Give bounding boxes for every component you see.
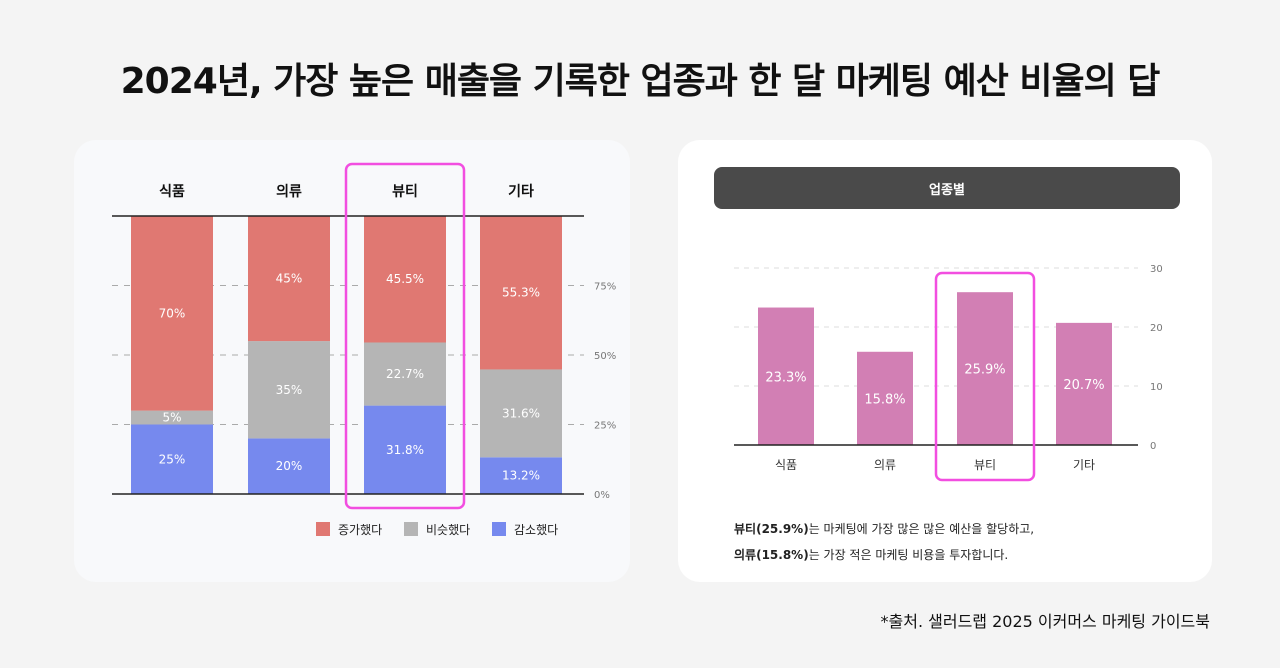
stacked-segment-label: 25% [159, 452, 186, 466]
stacked-tick-label: 50% [594, 351, 616, 362]
stacked-segment-label: 35% [276, 383, 303, 397]
legend-swatch [316, 522, 330, 536]
stacked-segment-label: 45% [276, 272, 303, 286]
budget-bar [1056, 322, 1112, 445]
stacked-bar-segment [364, 405, 446, 494]
stacked-bar-segment [131, 216, 213, 411]
budget-category-label: 기타 [1073, 458, 1095, 472]
stacked-highlight-box [344, 162, 466, 510]
stacked-tick-label: 0% [594, 490, 610, 501]
panel-header: 업종별 [714, 167, 1180, 209]
stacked-segment-label: 55.3% [502, 286, 540, 300]
legend-label: 증가했다 [338, 523, 382, 537]
legend-label: 비슷했다 [426, 523, 470, 537]
stacked-category-label: 식품 [159, 184, 185, 200]
budget-bar-label: 15.8% [864, 392, 905, 407]
budget-bar-chart: 0 10 20 30 23.3% 식품 15.8% 의류 25.9% 뷰티 20.7% 기타 [734, 264, 1163, 482]
stacked-bar-segment [248, 438, 330, 494]
note-line-1-bold: 뷰티(25.9%) [734, 522, 809, 536]
budget-tick-label: 10 [1150, 382, 1163, 393]
stacked-category-label: 기타 [508, 184, 534, 200]
stacked-bar-segment [364, 216, 446, 343]
legend-swatch [492, 522, 506, 536]
budget-tick-label: 30 [1150, 264, 1163, 275]
stacked-category-label: 의류 [276, 183, 302, 200]
note-line-2: 의류(15.8%)는 가장 적은 마케팅 비용을 투자합니다. [734, 546, 1174, 563]
stacked-bar-chart: 0% 25% 50% 75% 25% 5% 70% 식품 20% 35% 45% 의류 31.8% 22.… [112, 162, 616, 537]
stacked-segment-label: 31.6% [502, 406, 540, 420]
stacked-segment-label: 31.8% [386, 443, 424, 457]
note-line-1-rest: 는 마케팅에 가장 많은 많은 예산을 할당하고, [808, 522, 1035, 536]
stacked-segment-label: 22.7% [386, 367, 424, 381]
stacked-segment-label: 20% [276, 459, 303, 473]
budget-highlight-box [934, 271, 1036, 482]
budget-category-label: 의류 [874, 458, 896, 472]
stacked-segment-label: 5% [162, 411, 181, 425]
page-title: 2024년, 가장 높은 매출을 기록한 업종과 한 달 마케팅 예산 비율의 … [120, 61, 1161, 102]
budget-category-label: 뷰티 [974, 458, 996, 472]
legend-label: 감소했다 [514, 523, 558, 537]
stacked-segment-label: 45.5% [386, 272, 424, 286]
budget-bar [857, 351, 913, 445]
stacked-bar-segment [480, 215, 562, 370]
note-line-1: 뷰티(25.9%)는 마케팅에 가장 많은 많은 예산을 할당하고, [734, 520, 1174, 537]
stacked-bar-segment [131, 410, 213, 425]
budget-bar [758, 307, 814, 445]
stacked-segment-label: 70% [159, 306, 186, 320]
stacked-tick-label: 75% [594, 282, 616, 293]
budget-tick-label: 0 [1150, 441, 1156, 452]
budget-chart-card: 업종별 0 10 20 30 23.3% 식품 15.8% 의류 25.9% 뷰티 20.7% 기타 … [678, 140, 1212, 582]
note-line-2-rest: 는 가장 적은 마케팅 비용을 투자합니다. [808, 548, 1009, 562]
budget-bar-label: 23.3% [765, 370, 806, 385]
stacked-chart-card: 0% 25% 50% 75% 25% 5% 70% 식품 20% 35% 45% 의류 31.8% 22.… [74, 140, 630, 582]
stacked-bar-segment [131, 424, 213, 494]
legend-swatch [404, 522, 418, 536]
stacked-bar-segment [480, 369, 562, 458]
stacked-bar-segment [480, 457, 562, 494]
stacked-category-label: 뷰티 [392, 184, 418, 200]
budget-tick-label: 20 [1150, 323, 1163, 334]
budget-bar [957, 292, 1013, 445]
budget-bar-label: 20.7% [1063, 378, 1104, 393]
budget-category-label: 식품 [775, 458, 797, 472]
stacked-bar-segment [248, 341, 330, 439]
source-caption: *출처. 샐러드랩 2025 이커머스 마케팅 가이드북 [880, 612, 1210, 631]
stacked-bar-segment [364, 342, 446, 406]
stacked-tick-label: 25% [594, 421, 616, 432]
stacked-segment-label: 13.2% [502, 469, 540, 483]
budget-bar-label: 25.9% [964, 363, 1005, 378]
note-line-2-bold: 의류(15.8%) [734, 548, 809, 562]
stacked-bar-segment [248, 216, 330, 342]
